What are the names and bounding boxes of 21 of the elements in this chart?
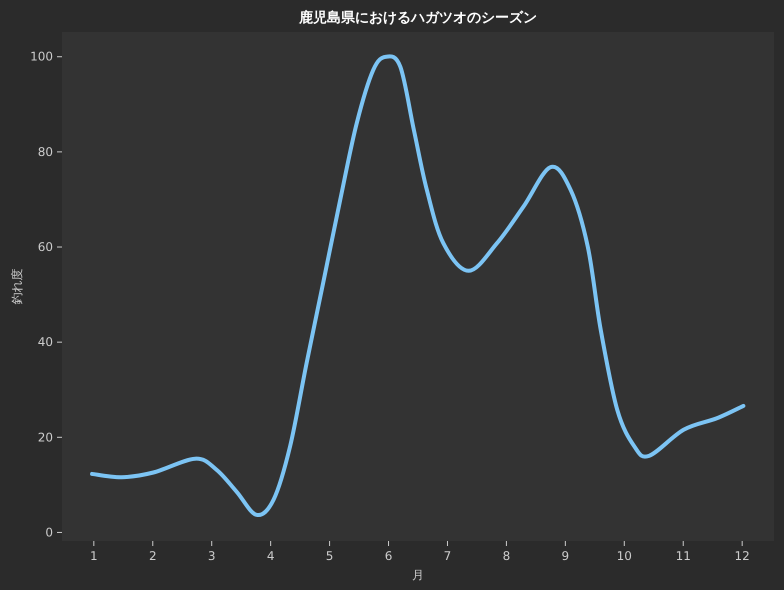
x-tick-label: 6 (384, 549, 392, 563)
y-tick-label: 20 (38, 430, 53, 444)
chart-title: 鹿児島県におけるハガツオのシーズン (298, 9, 537, 26)
x-tick-label: 1 (90, 549, 98, 563)
x-axis-title: 月 (412, 568, 424, 582)
x-tick-label: 8 (502, 549, 510, 563)
x-tick-label: 9 (562, 549, 570, 563)
y-tick-label: 80 (38, 144, 53, 159)
y-tick-label: 60 (38, 240, 53, 254)
y-tick-label: 100 (30, 50, 53, 64)
x-tick-label: 10 (616, 549, 632, 563)
x-tick-label: 11 (676, 549, 691, 563)
y-axis-title: 釣れ度 (10, 268, 24, 304)
x-tick-label: 3 (208, 549, 216, 563)
x-tick-label: 12 (734, 549, 750, 563)
y-tick-label: 0 (45, 525, 53, 540)
x-tick-label: 4 (266, 549, 274, 563)
x-tick-label: 2 (148, 549, 157, 563)
x-tick-label: 5 (326, 549, 334, 563)
y-tick-label: 40 (38, 335, 53, 350)
x-tick-label: 7 (444, 549, 452, 563)
